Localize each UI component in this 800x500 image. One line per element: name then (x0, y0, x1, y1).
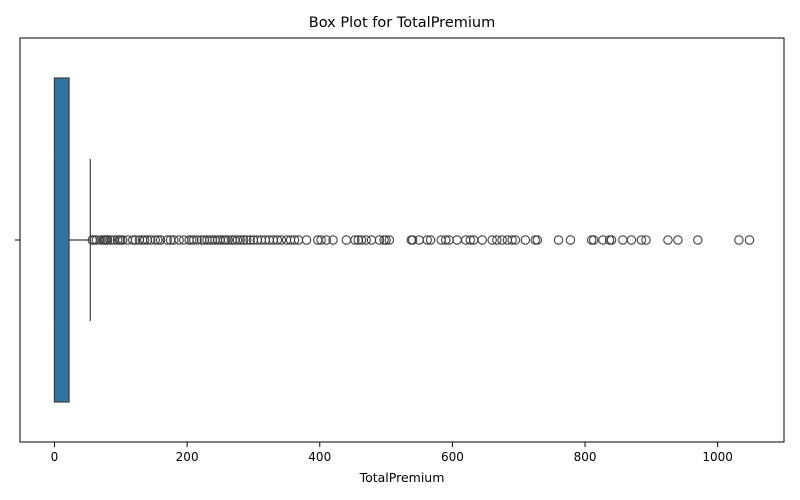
outlier-point (425, 235, 436, 245)
outlier-point (289, 235, 300, 245)
outlier-point (452, 235, 462, 245)
outlier-group (87, 235, 755, 245)
outlier-point (422, 235, 432, 245)
outlier-point (586, 235, 597, 245)
outlier-point (102, 235, 113, 245)
outlier-point (618, 235, 628, 245)
outlier-point (492, 235, 502, 245)
x-tick-label: 0 (51, 450, 59, 464)
iqr-box (53, 77, 70, 403)
outlier-point (384, 235, 395, 245)
outlier-point (105, 235, 115, 245)
outlier-point (316, 235, 326, 245)
outlier-point (520, 235, 531, 245)
outlier-point (174, 235, 184, 245)
outlier-point (238, 235, 249, 245)
outlier-point (220, 235, 231, 245)
outlier-point (565, 235, 576, 245)
outlier-point (441, 235, 451, 245)
outlier-point (588, 235, 599, 245)
outlier-point (487, 235, 497, 245)
x-tick-label: 400 (308, 450, 331, 464)
outlier-point (532, 235, 543, 245)
outlier-point (465, 235, 476, 245)
outlier-point (328, 235, 338, 245)
outlier-point (356, 235, 367, 245)
outlier-point (636, 235, 647, 245)
outlier-point (153, 235, 163, 245)
outlier-point (169, 235, 179, 245)
outlier-point (606, 235, 617, 245)
plot-frame (19, 37, 785, 443)
outlier-point (118, 235, 128, 245)
outlier-point (530, 235, 541, 245)
outlier-point (223, 235, 233, 245)
outlier-point (510, 235, 521, 245)
chart-title: Box Plot for TotalPremium (309, 15, 495, 31)
outlier-point (350, 235, 360, 245)
outlier-point (663, 235, 673, 245)
outlier-point (276, 235, 287, 245)
x-tick-label: 200 (176, 450, 199, 464)
outlier-point (272, 235, 283, 245)
outlier-point (553, 235, 564, 245)
outlier-point (673, 235, 683, 245)
outlier-point (150, 235, 161, 245)
outlier-point (130, 235, 141, 245)
outlier-point (693, 235, 703, 245)
box-group (53, 77, 91, 403)
outlier-point (366, 235, 377, 245)
outlier-point (744, 235, 755, 245)
outlier-point (96, 235, 106, 245)
x-axis: 0 200 400 600 800 1000 (51, 442, 733, 464)
outlier-point (232, 235, 243, 245)
outlier-point (381, 235, 391, 245)
x-axis-label: TotalPremium (359, 470, 445, 485)
outlier-point (245, 235, 255, 245)
outlier-point (235, 235, 245, 245)
outlier-point (407, 235, 418, 245)
outlier-point (145, 235, 156, 245)
outlier-point (139, 235, 150, 245)
outlier-point (155, 235, 166, 245)
outlier-point (374, 235, 385, 245)
outlier-point (361, 235, 371, 245)
outlier-point (477, 235, 487, 245)
outlier-point (507, 235, 517, 245)
outlier-point (341, 235, 352, 245)
outlier-point (162, 235, 172, 245)
outlier-point (321, 235, 332, 245)
x-tick-label: 1000 (702, 450, 733, 464)
outlier-point (301, 235, 312, 245)
x-tick-label: 600 (441, 450, 464, 464)
outlier-point (734, 235, 744, 245)
outlier-point (127, 235, 138, 245)
x-tick-label: 800 (574, 450, 597, 464)
outlier-point (242, 235, 252, 245)
outlier-point (641, 235, 651, 245)
outlier-point (497, 235, 507, 245)
outlier-point (626, 235, 637, 245)
outlier-point (192, 235, 202, 245)
